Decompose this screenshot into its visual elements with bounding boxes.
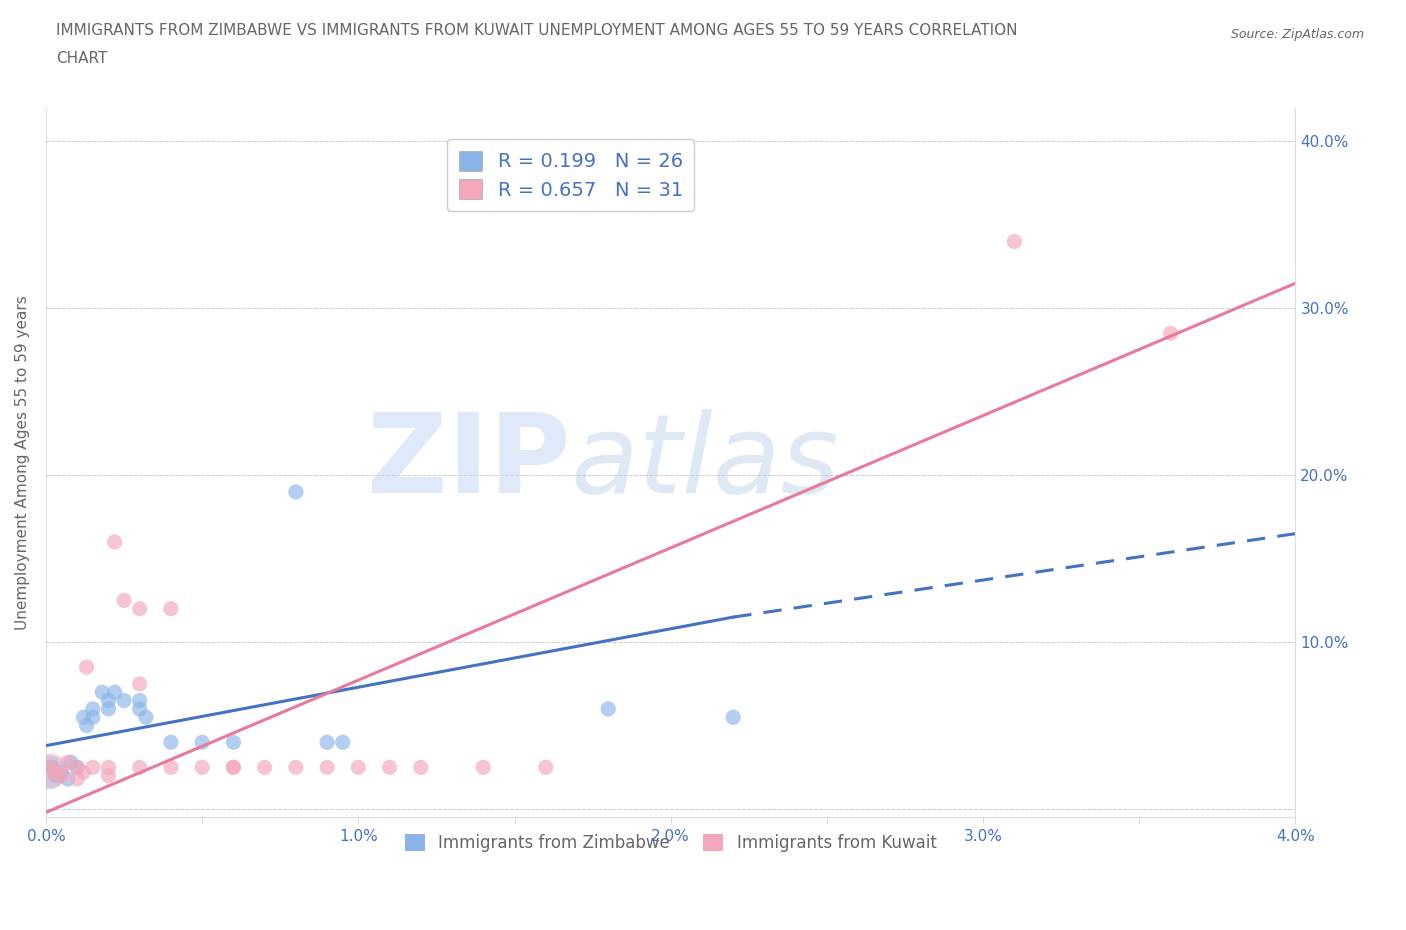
Point [135,710,157,724]
Point [72,764,94,779]
Point [76,718,98,733]
Point [191,760,214,775]
Point [44,768,66,783]
Point [82,710,104,724]
Text: Source: ZipAtlas.com: Source: ZipAtlas.com [1230,28,1364,41]
Text: IMMIGRANTS FROM ZIMBABWE VS IMMIGRANTS FROM KUWAIT UNEMPLOYMENT AMONG AGES 55 TO: IMMIGRANTS FROM ZIMBABWE VS IMMIGRANTS F… [56,23,1018,38]
Point [66,760,89,775]
Point [284,760,307,775]
Point [56,755,79,770]
Point [222,735,245,750]
Legend: Immigrants from Zimbabwe, Immigrants from Kuwait: Immigrants from Zimbabwe, Immigrants fro… [398,827,943,858]
Point [191,735,214,750]
Point [97,768,120,783]
Point [128,693,150,708]
Point [41,760,63,775]
Point [59,755,82,770]
Point [44,764,66,779]
Point [222,760,245,775]
Point [128,676,150,691]
Point [97,760,120,775]
Point [284,485,307,499]
Point [409,760,432,775]
Point [91,684,114,699]
Point [160,760,183,775]
Point [66,772,89,787]
Point [82,701,104,716]
Point [128,701,150,716]
Point [76,659,98,674]
Point [128,760,150,775]
Point [598,701,620,716]
Point [104,684,127,699]
Point [534,760,557,775]
Point [332,735,354,750]
Point [347,760,370,775]
Y-axis label: Unemployment Among Ages 55 to 59 years: Unemployment Among Ages 55 to 59 years [15,296,30,631]
Point [51,764,73,779]
Text: CHART: CHART [56,51,108,66]
Point [56,772,79,787]
Point [112,693,135,708]
Point [82,760,104,775]
Point [39,764,62,778]
Point [1002,234,1025,249]
Point [222,760,245,775]
Point [316,735,339,750]
Text: ZIP: ZIP [367,409,571,516]
Point [38,760,60,775]
Point [72,710,94,724]
Point [97,701,120,716]
Point [51,768,73,783]
Point [104,535,127,550]
Point [128,602,150,617]
Text: atlas: atlas [571,409,839,516]
Point [472,760,495,775]
Point [378,760,401,775]
Point [97,693,120,708]
Point [160,602,183,617]
Point [38,764,60,779]
Point [112,593,135,608]
Point [160,735,183,750]
Point [66,760,89,775]
Point [316,760,339,775]
Point [721,710,744,724]
Point [1160,326,1182,340]
Point [253,760,276,775]
